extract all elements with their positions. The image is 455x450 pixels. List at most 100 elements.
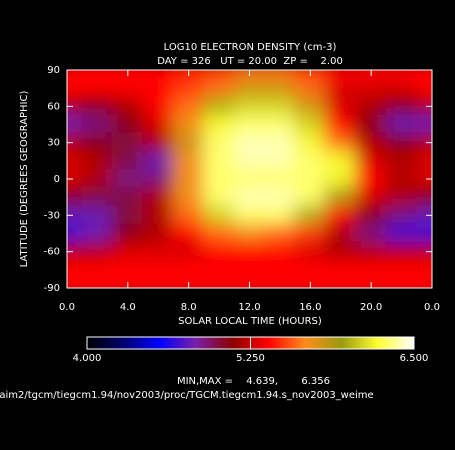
cells (67, 70, 432, 288)
cell (111, 150, 145, 171)
cell (233, 187, 266, 208)
cell (81, 259, 114, 280)
x-tick-label: 16.0 (299, 302, 321, 313)
cell (67, 259, 84, 280)
cell (233, 205, 266, 226)
cell (415, 78, 432, 99)
cell (354, 241, 388, 262)
cell (172, 78, 205, 99)
cell (324, 277, 357, 288)
y-axis-label: LATITUDE (DEGREES GEOGRAPHIC) (19, 91, 30, 268)
cell (263, 150, 297, 171)
cell (354, 187, 388, 208)
cell (354, 168, 388, 190)
cell (142, 114, 175, 135)
cell (202, 114, 236, 135)
x-tick-label: 0.0 (424, 302, 440, 313)
cell (142, 168, 175, 190)
x-tick-label: 0.0 (59, 302, 75, 313)
cell (324, 132, 357, 153)
cell (202, 150, 236, 171)
cell (142, 132, 175, 153)
cell (202, 223, 236, 244)
cell (81, 78, 114, 99)
cell (111, 114, 145, 135)
cell (233, 96, 266, 117)
colorbar-tick-label: 6.500 (400, 353, 429, 364)
cell (142, 277, 175, 288)
cell (385, 70, 418, 81)
cell (263, 96, 297, 117)
cell (142, 223, 175, 244)
cell (354, 259, 388, 280)
cell (142, 96, 175, 117)
x-tick-label: 20.0 (360, 302, 382, 313)
cell (202, 168, 236, 190)
cell (111, 168, 145, 190)
x-axis-label: SOLAR LOCAL TIME (HOURS) (178, 316, 322, 327)
cell (202, 132, 236, 153)
cell (415, 241, 432, 262)
cell (294, 241, 327, 262)
cell (385, 132, 418, 153)
cell (324, 70, 357, 81)
cell (142, 241, 175, 262)
cell (233, 114, 266, 135)
cell (67, 277, 84, 288)
cell (324, 205, 357, 226)
x-tick-label: 8.0 (181, 302, 197, 313)
cell (324, 187, 357, 208)
cell (263, 78, 297, 99)
cell (67, 70, 84, 81)
cell (263, 205, 297, 226)
cell (202, 241, 236, 262)
cell (354, 114, 388, 135)
cell (415, 114, 432, 135)
cell (294, 78, 327, 99)
colorbar-tick-label: 5.250 (236, 353, 265, 364)
cell (324, 150, 357, 171)
cell (172, 114, 205, 135)
cell (233, 241, 266, 262)
y-tick-label: 30 (47, 138, 60, 149)
cell (385, 205, 418, 226)
cell (294, 187, 327, 208)
cell (172, 241, 205, 262)
cell (233, 132, 266, 153)
cell (385, 114, 418, 135)
cell (172, 187, 205, 208)
cell (172, 223, 205, 244)
cell (263, 70, 297, 81)
file-path: /aim2/tgcm/tiegcm1.94/nov2003/proc/TGCM.… (0, 390, 374, 401)
cell (294, 223, 327, 244)
cell (142, 259, 175, 280)
chart-subtitle: DAY = 326 UT = 20.00 ZP = 2.00 (157, 56, 343, 67)
cell (111, 259, 145, 280)
cell (415, 223, 432, 244)
cell (111, 205, 145, 226)
cell (111, 78, 145, 99)
colorbar-tick-label: 4.000 (73, 353, 102, 364)
cell (142, 187, 175, 208)
cell (385, 168, 418, 190)
cell (415, 205, 432, 226)
cell (111, 132, 145, 153)
chart-title: LOG10 ELECTRON DENSITY (cm-3) (164, 42, 337, 53)
cell (67, 241, 84, 262)
cell (81, 168, 114, 190)
cell (324, 78, 357, 99)
cell (385, 223, 418, 244)
cell (294, 114, 327, 135)
cell (233, 168, 266, 190)
cell (294, 150, 327, 171)
cell (263, 114, 297, 135)
cell (294, 205, 327, 226)
cell (354, 132, 388, 153)
cell (354, 223, 388, 244)
cell (172, 205, 205, 226)
cell (385, 277, 418, 288)
cell (415, 132, 432, 153)
cell (354, 78, 388, 99)
cell (324, 168, 357, 190)
